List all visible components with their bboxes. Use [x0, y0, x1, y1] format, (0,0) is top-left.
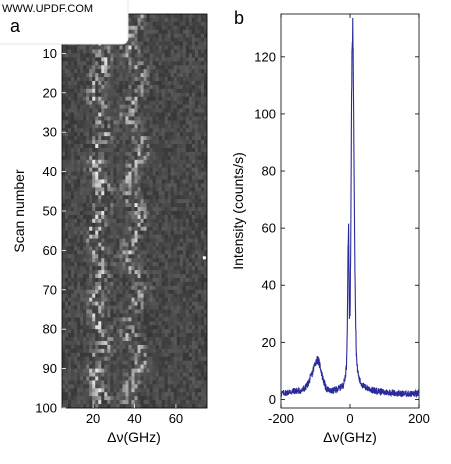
heatmap-y-tick: 100 [35, 401, 66, 416]
heatmap-y-tick-label: 90 [43, 361, 57, 376]
heatmap-y-tick: 50 [43, 204, 66, 219]
heatmap-x-tick: 20 [86, 404, 100, 426]
line-y-tick: 100 [254, 106, 419, 121]
line-y-tick: 120 [254, 49, 419, 64]
heatmap-y-tick-label: 50 [43, 204, 57, 219]
heatmap-x-tick: 40 [127, 404, 142, 426]
heatmap-y-tick-label: 100 [35, 401, 57, 416]
line-y-tick-label: 120 [254, 49, 276, 64]
panel-b: 0 20 40 60 80 100 120 -200 0 200 Δν(GHz) Intensi… [230, 8, 430, 445]
line-y-tick: 0 [269, 392, 419, 407]
heatmap-y-tick-label: 60 [43, 243, 57, 258]
heatmap-x-tick-label: 40 [127, 411, 141, 426]
heatmap-y-ticks: 0102030405060708090100 [35, 7, 66, 416]
heatmap-x-ticks: 20 40 60 [86, 404, 183, 426]
heatmap-y-tick: 30 [43, 125, 66, 140]
heatmap-y-tick-label: 70 [43, 282, 57, 297]
watermark: WWW.UPDF.COM [0, 0, 129, 45]
line-y-tick: 20 [262, 335, 419, 350]
line-x-tick: -200 [268, 14, 294, 426]
heatmap-y-tick: 10 [43, 46, 66, 61]
line-chart-frame [280, 13, 420, 409]
heatmap-x-tick-label: 60 [169, 411, 183, 426]
line-x-tick-label: 200 [408, 411, 430, 426]
line-y-tick-label: 100 [254, 106, 276, 121]
line-x-tick: 0 [346, 14, 354, 426]
line-x-tick-label: -200 [268, 411, 294, 426]
line-x-ticks: -200 0 200 [268, 14, 430, 426]
heatmap-y-tick-label: 30 [43, 125, 57, 140]
line-y-tick-label: 20 [262, 335, 276, 350]
watermark-text: WWW.UPDF.COM [2, 3, 93, 15]
line-x-axis-label: Δν(GHz) [323, 429, 377, 445]
line-y-tick: 60 [262, 221, 419, 236]
line-y-axis-label: Intensity (counts/s) [230, 152, 246, 270]
heatmap-y-tick-label: 40 [43, 164, 57, 179]
panel-b-label: b [234, 8, 244, 28]
watermark-box [0, 0, 129, 45]
line-y-ticks: 0 20 40 60 80 100 120 [254, 49, 419, 407]
heatmap-y-tick: 70 [43, 282, 66, 297]
heatmap-cells [62, 14, 208, 409]
line-x-tick-label: 0 [346, 411, 353, 426]
heatmap-y-tick: 20 [43, 85, 66, 100]
panel-a-label: a [10, 16, 21, 36]
heatmap-x-axis-label: Δν(GHz) [107, 429, 161, 445]
line-y-tick: 80 [262, 164, 419, 179]
line-y-tick-label: 40 [262, 278, 276, 293]
series-line [280, 17, 420, 399]
line-y-tick-label: 0 [269, 392, 276, 407]
line-y-tick-label: 80 [262, 164, 276, 179]
line-x-tick: 200 [408, 14, 430, 426]
heatmap-y-tick: 40 [43, 164, 66, 179]
heatmap-y-tick: 60 [43, 243, 66, 258]
heatmap-y-tick-label: 80 [43, 322, 57, 337]
heatmap-y-tick: 80 [43, 322, 66, 337]
heatmap-y-axis-label: Scan number [11, 169, 27, 253]
line-y-tick: 40 [262, 278, 419, 293]
heatmap-y-tick-label: 20 [43, 85, 57, 100]
heatmap-x-tick: 60 [169, 404, 183, 426]
line-y-tick-label: 60 [262, 221, 276, 236]
heatmap-x-tick-label: 20 [86, 411, 100, 426]
heatmap-y-tick: 90 [43, 361, 66, 376]
heatmap-y-tick-label: 10 [43, 46, 57, 61]
